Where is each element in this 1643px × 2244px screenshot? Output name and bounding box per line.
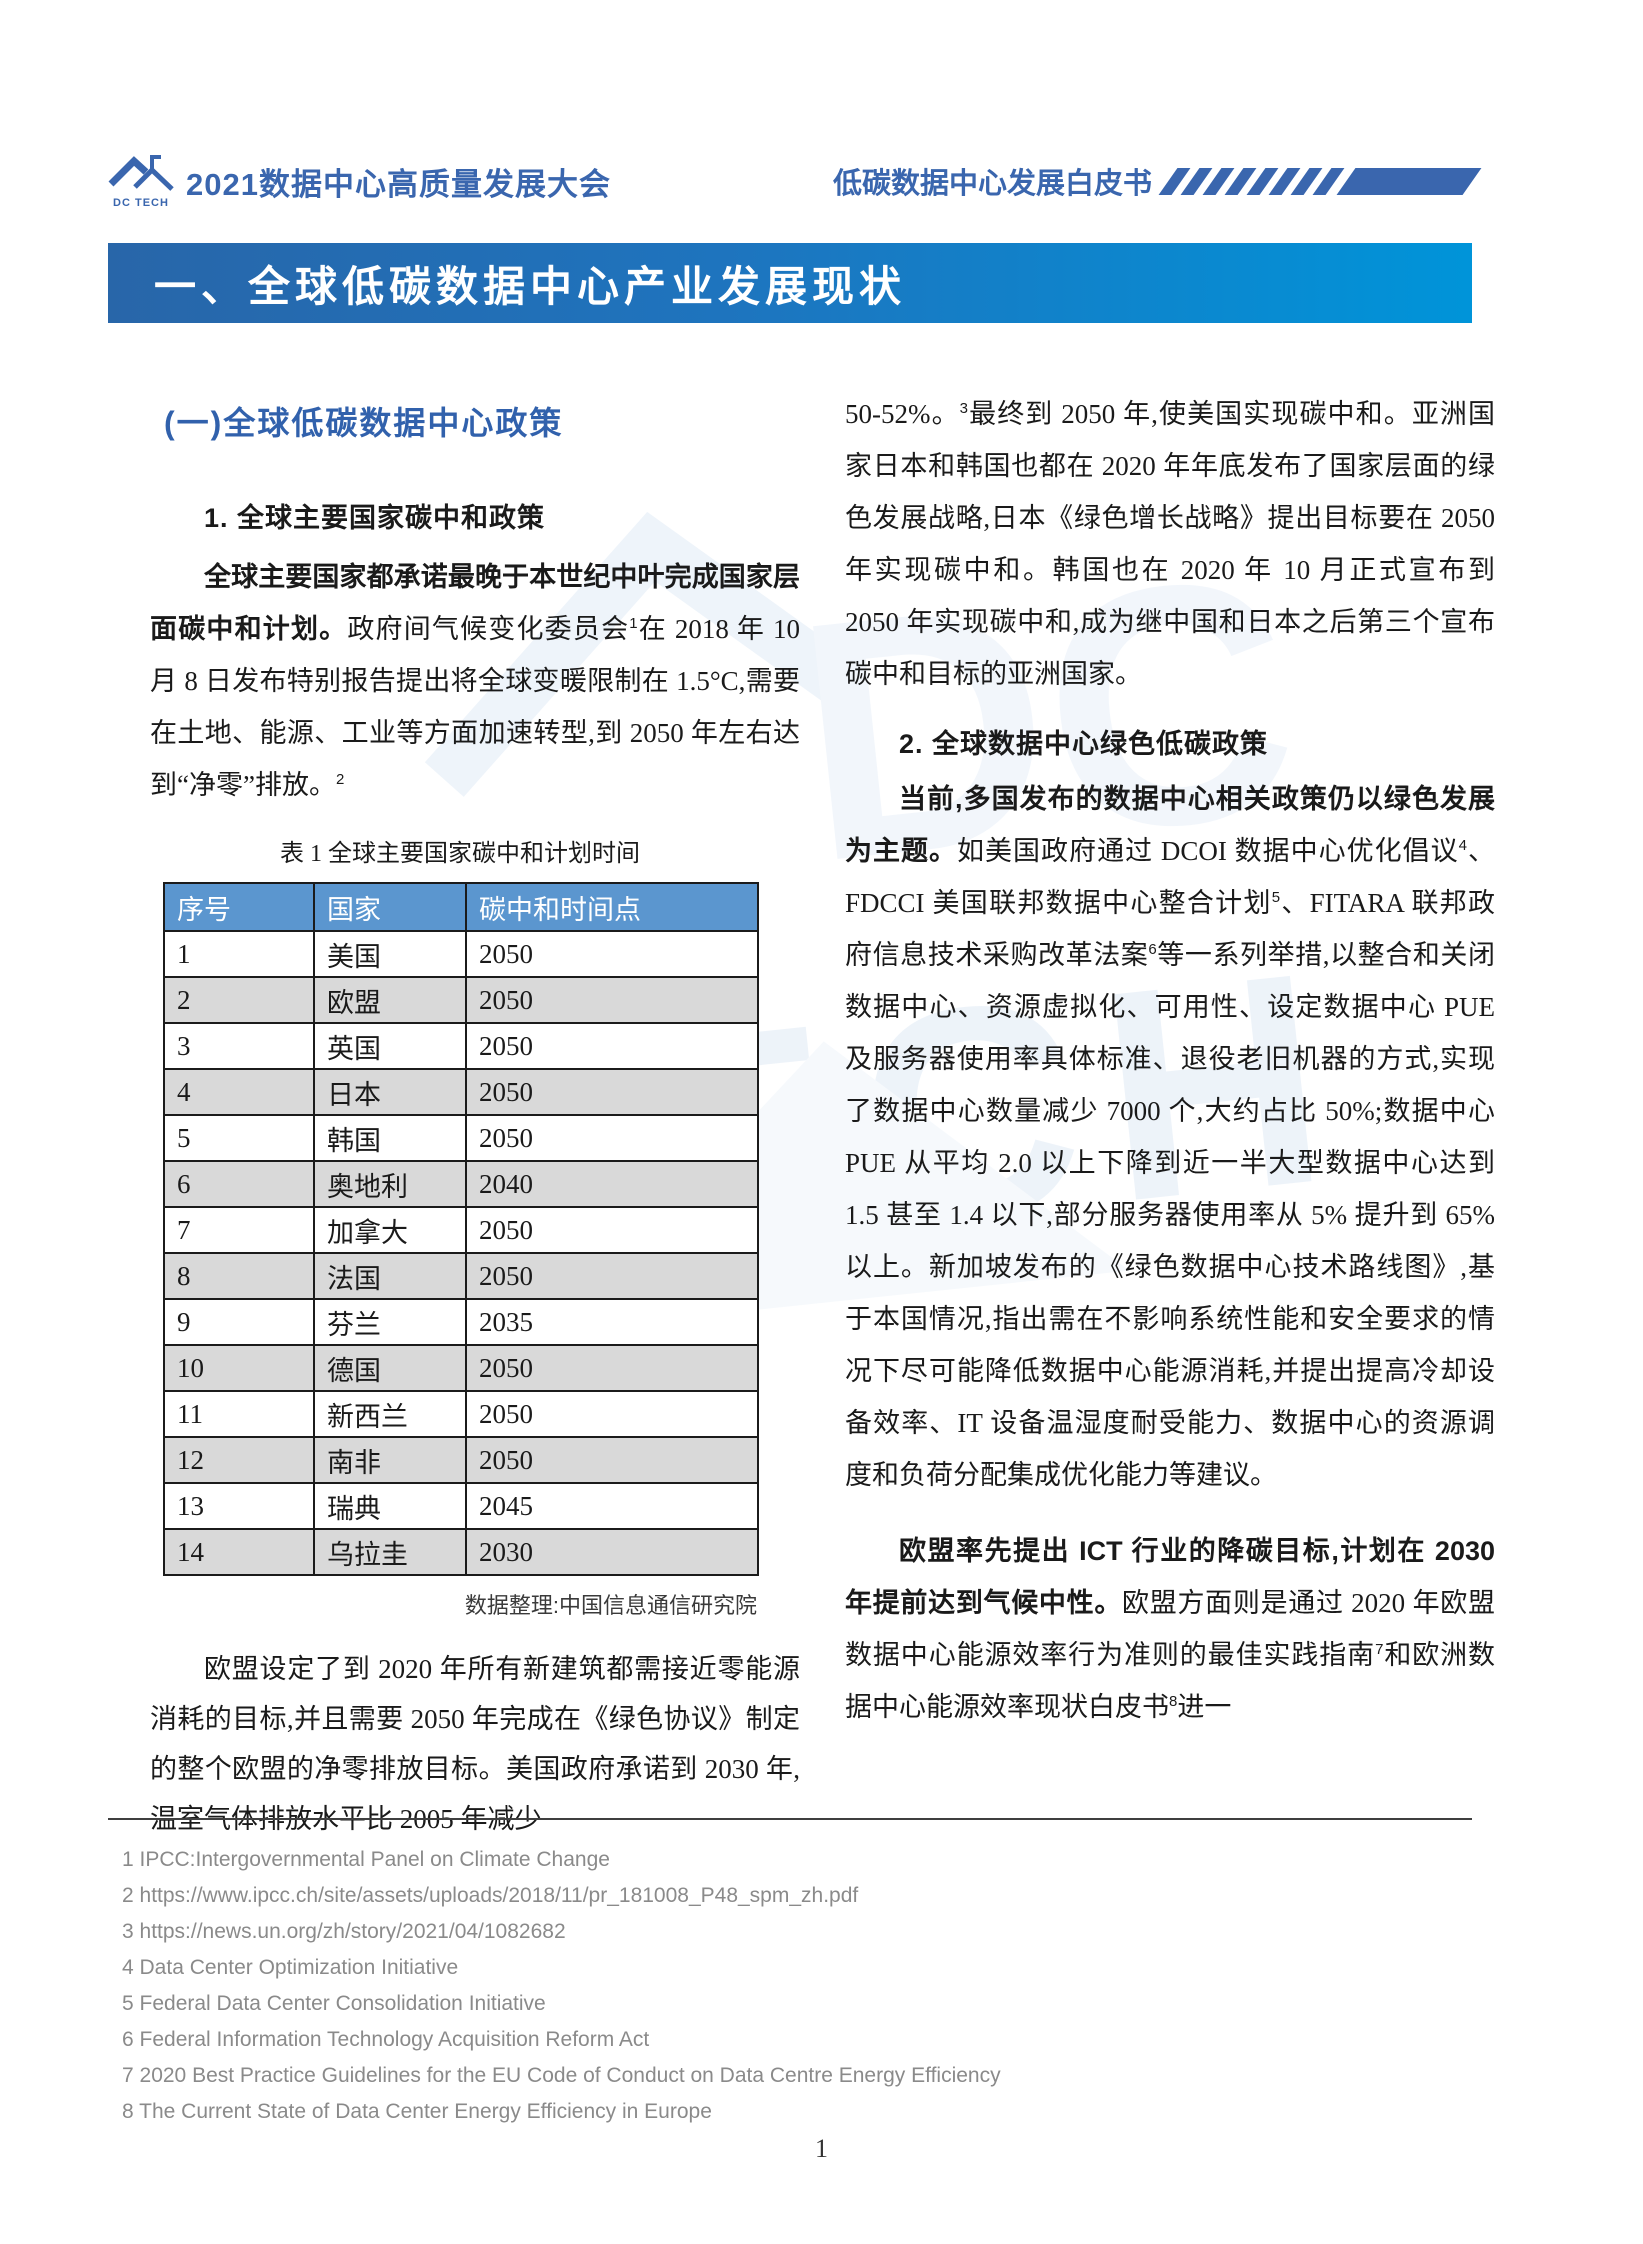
table-cell: 2050	[465, 1252, 759, 1300]
table-row: 5 韩国 2050	[163, 1114, 759, 1162]
footnote-divider	[108, 1818, 1472, 1820]
table-cell: 6	[163, 1160, 315, 1208]
table-cell: 4	[163, 1068, 315, 1116]
footnote-item: 8 The Current State of Data Center Energ…	[122, 2100, 712, 2123]
table-header-cell: 碳中和时间点	[465, 882, 759, 932]
footnote-item: 2 https://www.ipcc.ch/site/assets/upload…	[122, 1884, 859, 1907]
paragraph: 欧盟设定了到 2020 年所有新建筑都需接近零能源消耗的目标,并且需要 2050…	[150, 1654, 800, 1834]
table-cell: 2035	[465, 1298, 759, 1346]
table-cell: 2050	[465, 1114, 759, 1162]
table-cell: 2040	[465, 1160, 759, 1208]
paragraph: 欧盟率先提出 ICT 行业的降碳目标,计划在 2030 年提前达到气候中性。欧盟…	[845, 1536, 1496, 1722]
section-banner: 一、全球低碳数据中心产业发展现状	[108, 243, 1472, 323]
table-cell: 2050	[465, 1206, 759, 1254]
table-cell: 美国	[313, 930, 467, 978]
header-right: 低碳数据中心发展白皮书	[832, 160, 1482, 202]
table-cell: 德国	[313, 1344, 467, 1392]
table-cell: 2050	[465, 930, 759, 978]
table-caption: 表 1 全球主要国家碳中和计划时间	[280, 841, 640, 867]
table-cell: 5	[163, 1114, 315, 1162]
table-cell: 10	[163, 1344, 315, 1392]
table-cell: 7	[163, 1206, 315, 1254]
table-header-row: 序号 国家 碳中和时间点	[163, 882, 759, 932]
table-row: 13 瑞典 2045	[163, 1482, 759, 1530]
table-cell: 12	[163, 1436, 315, 1484]
table-row: 8 法国 2050	[163, 1252, 759, 1300]
table-cell: 加拿大	[313, 1206, 467, 1254]
table-cell: 南非	[313, 1436, 467, 1484]
slash-decoration	[1158, 167, 1482, 195]
table-cell: 2050	[465, 1344, 759, 1392]
logo-mark: DC TECH	[108, 154, 174, 209]
footnote-item: 6 Federal Information Technology Acquisi…	[122, 2028, 650, 2051]
table-cell: 9	[163, 1298, 315, 1346]
table-cell: 韩国	[313, 1114, 467, 1162]
page-number: 1	[815, 2134, 828, 2163]
subsection-heading-1: 1. 全球主要国家碳中和政策	[204, 503, 546, 533]
table-cell: 2050	[465, 1436, 759, 1484]
dc-tech-logo-icon	[108, 154, 174, 191]
table-cell: 13	[163, 1482, 315, 1530]
table-row: 7 加拿大 2050	[163, 1206, 759, 1254]
table-cell: 欧盟	[313, 976, 467, 1024]
footnote-item: 5 Federal Data Center Consolidation Init…	[122, 1992, 546, 2015]
table-row: 12 南非 2050	[163, 1436, 759, 1484]
section-banner-title: 一、全球低碳数据中心产业发展现状	[154, 262, 907, 310]
header-bar	[1336, 167, 1482, 195]
table-body: 1 美国 2050 2 欧盟 2050 3 英国 2050 4 日本 2050 5 韩国 2050 6 奥地利 2…	[163, 930, 759, 1576]
table-cell: 2050	[465, 1068, 759, 1116]
logo-dc-tech-label: DC TECH	[113, 196, 169, 209]
page-header: DC TECH 2021数据中心高质量发展大会 低碳数据中心发展白皮书	[108, 144, 1482, 218]
right-column: 50-52%。3最终到 2050 年,使美国实现碳中和。亚洲国家日本和韩国也都在…	[845, 388, 1495, 1733]
table-row: 1 美国 2050	[163, 930, 759, 978]
conference-title: 2021数据中心高质量发展大会	[186, 166, 611, 202]
table-row: 6 奥地利 2040	[163, 1160, 759, 1208]
table-row: 11 新西兰 2050	[163, 1390, 759, 1438]
table-cell: 8	[163, 1252, 315, 1300]
table-cell: 2050	[465, 1390, 759, 1438]
table-cell: 英国	[313, 1022, 467, 1070]
table-cell: 2050	[465, 976, 759, 1024]
table-cell: 2050	[465, 1022, 759, 1070]
table-row: 14 乌拉圭 2030	[163, 1528, 759, 1576]
table-row: 2 欧盟 2050	[163, 976, 759, 1024]
footnotes: 1 IPCC:Intergovernmental Panel on Climat…	[122, 1842, 1482, 2130]
table-cell: 瑞典	[313, 1482, 467, 1530]
footnote-item: 1 IPCC:Intergovernmental Panel on Climat…	[122, 1848, 610, 1871]
table-header-cell: 国家	[313, 882, 467, 932]
table-cell: 新西兰	[313, 1390, 467, 1438]
table-cell: 2030	[465, 1528, 759, 1576]
table-row: 9 芬兰 2035	[163, 1298, 759, 1346]
footnote-item: 3 https://news.un.org/zh/story/2021/04/1…	[122, 1920, 566, 1943]
paragraph: 全球主要国家都承诺最晚于本世纪中叶完成国家层面碳中和计划。政府间气候变化委员会1…	[150, 562, 801, 800]
paragraph: 当前,多国发布的数据中心相关政策仍以绿色发展为主题。如美国政府通过 DCOI 数…	[845, 784, 1496, 1490]
subsection-heading-2: 2. 全球数据中心绿色低碳政策	[899, 729, 1269, 759]
table-cell: 芬兰	[313, 1298, 467, 1346]
section-heading: (一)全球低碳数据中心政策	[164, 405, 564, 441]
table-row: 3 英国 2050	[163, 1022, 759, 1070]
paragraph: 50-52%。3最终到 2050 年,使美国实现碳中和。亚洲国家日本和韩国也都在…	[845, 399, 1496, 689]
table-cell: 法国	[313, 1252, 467, 1300]
left-column: (一)全球低碳数据中心政策 1. 全球主要国家碳中和政策 全球主要国家都承诺最晚…	[150, 398, 800, 1844]
table-cell: 14	[163, 1528, 315, 1576]
table-cell: 3	[163, 1022, 315, 1070]
carbon-neutral-table: 序号 国家 碳中和时间点 1 美国 2050 2 欧盟 2050 3 英国 2050 4 日本 205…	[163, 882, 759, 1576]
table-cell: 1	[163, 930, 315, 978]
table-row: 4 日本 2050	[163, 1068, 759, 1116]
footnote-item: 7 2020 Best Practice Guidelines for the …	[122, 2064, 1001, 2087]
table-cell: 2045	[465, 1482, 759, 1530]
footnote-item: 4 Data Center Optimization Initiative	[122, 1956, 459, 1979]
table-cell: 奥地利	[313, 1160, 467, 1208]
table-cell: 乌拉圭	[313, 1528, 467, 1576]
table-cell: 日本	[313, 1068, 467, 1116]
table-header-cell: 序号	[163, 882, 315, 932]
table-source-note: 数据整理:中国信息通信研究院	[464, 1593, 757, 1618]
conference-logo: DC TECH 2021数据中心高质量发展大会	[108, 154, 611, 209]
table-cell: 11	[163, 1390, 315, 1438]
table-row: 10 德国 2050	[163, 1344, 759, 1392]
whitepaper-title: 低碳数据中心发展白皮书	[832, 168, 1152, 200]
table-cell: 2	[163, 976, 315, 1024]
